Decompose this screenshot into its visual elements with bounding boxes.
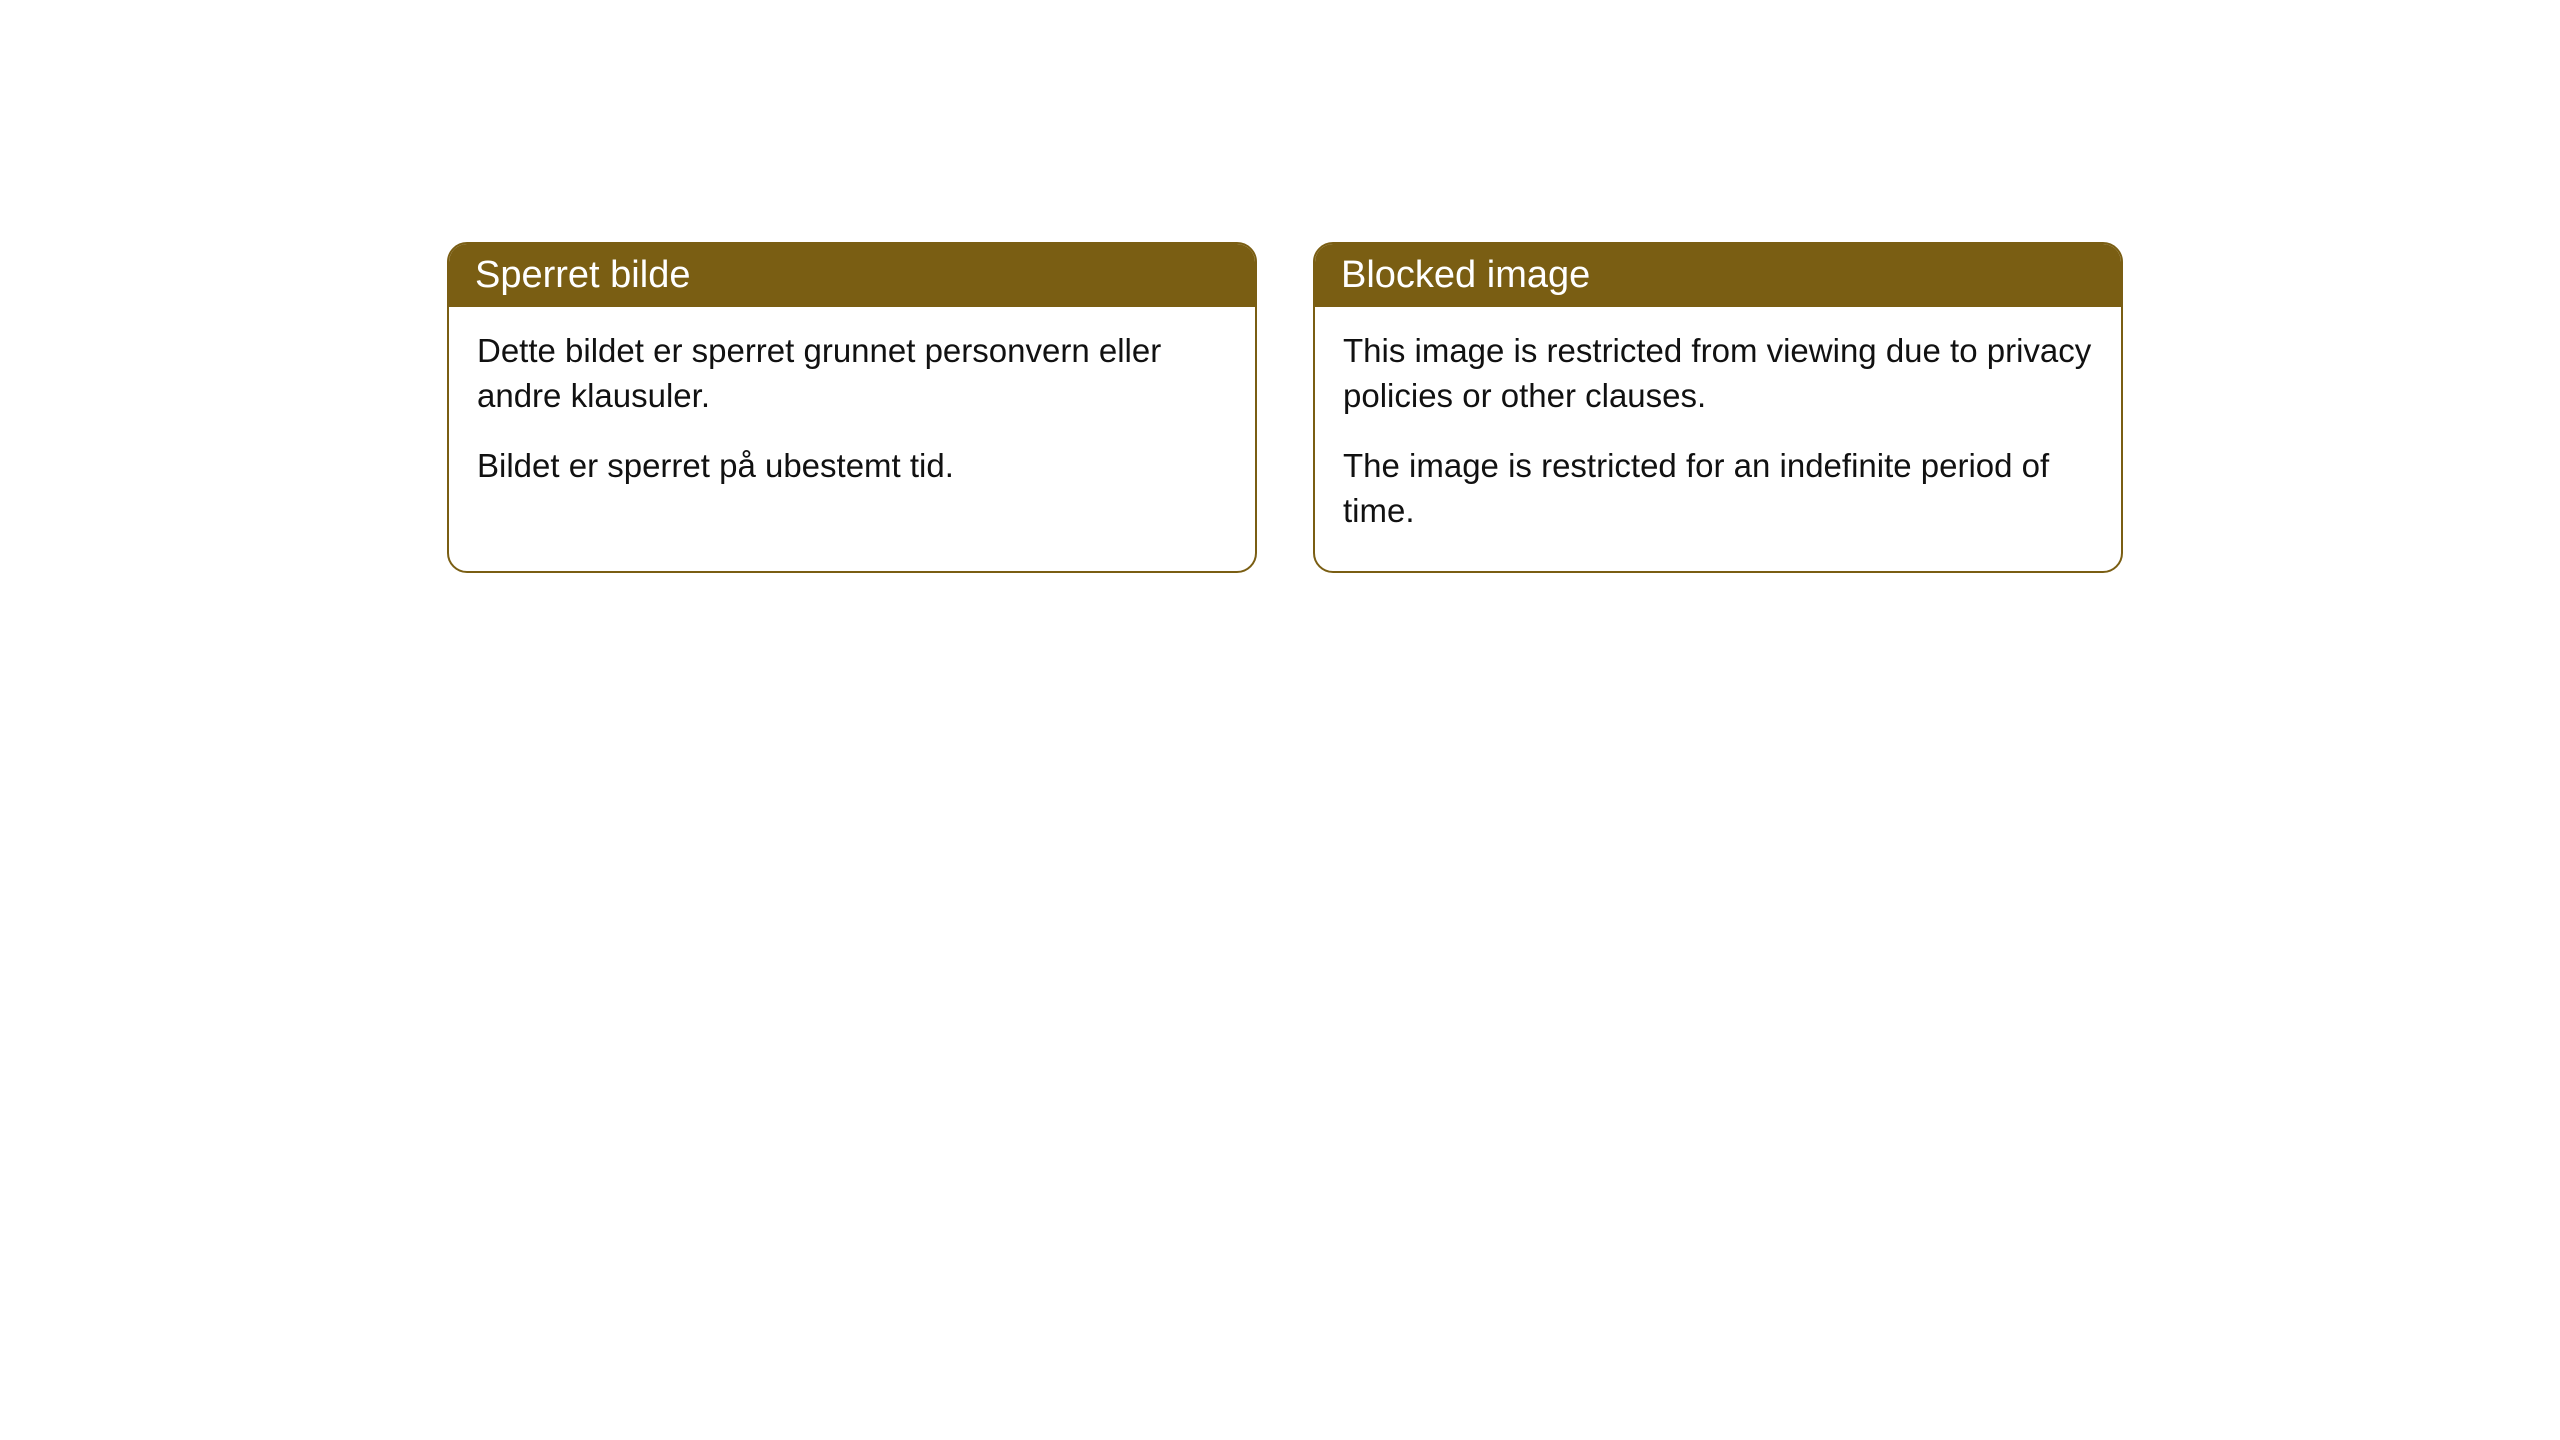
card-title: Sperret bilde (475, 254, 690, 296)
card-header: Blocked image (1315, 244, 2121, 307)
card-body: Dette bildet er sperret grunnet personve… (449, 307, 1255, 527)
card-body: This image is restricted from viewing du… (1315, 307, 2121, 571)
notice-cards-row: Sperret bilde Dette bildet er sperret gr… (447, 242, 2123, 573)
card-paragraph: Bildet er sperret på ubestemt tid. (477, 444, 1227, 489)
card-paragraph: The image is restricted for an indefinit… (1343, 444, 2093, 533)
notice-card-english: Blocked image This image is restricted f… (1313, 242, 2123, 573)
notice-card-norwegian: Sperret bilde Dette bildet er sperret gr… (447, 242, 1257, 573)
card-header: Sperret bilde (449, 244, 1255, 307)
card-paragraph: This image is restricted from viewing du… (1343, 329, 2093, 418)
card-title: Blocked image (1341, 254, 1590, 296)
card-paragraph: Dette bildet er sperret grunnet personve… (477, 329, 1227, 418)
